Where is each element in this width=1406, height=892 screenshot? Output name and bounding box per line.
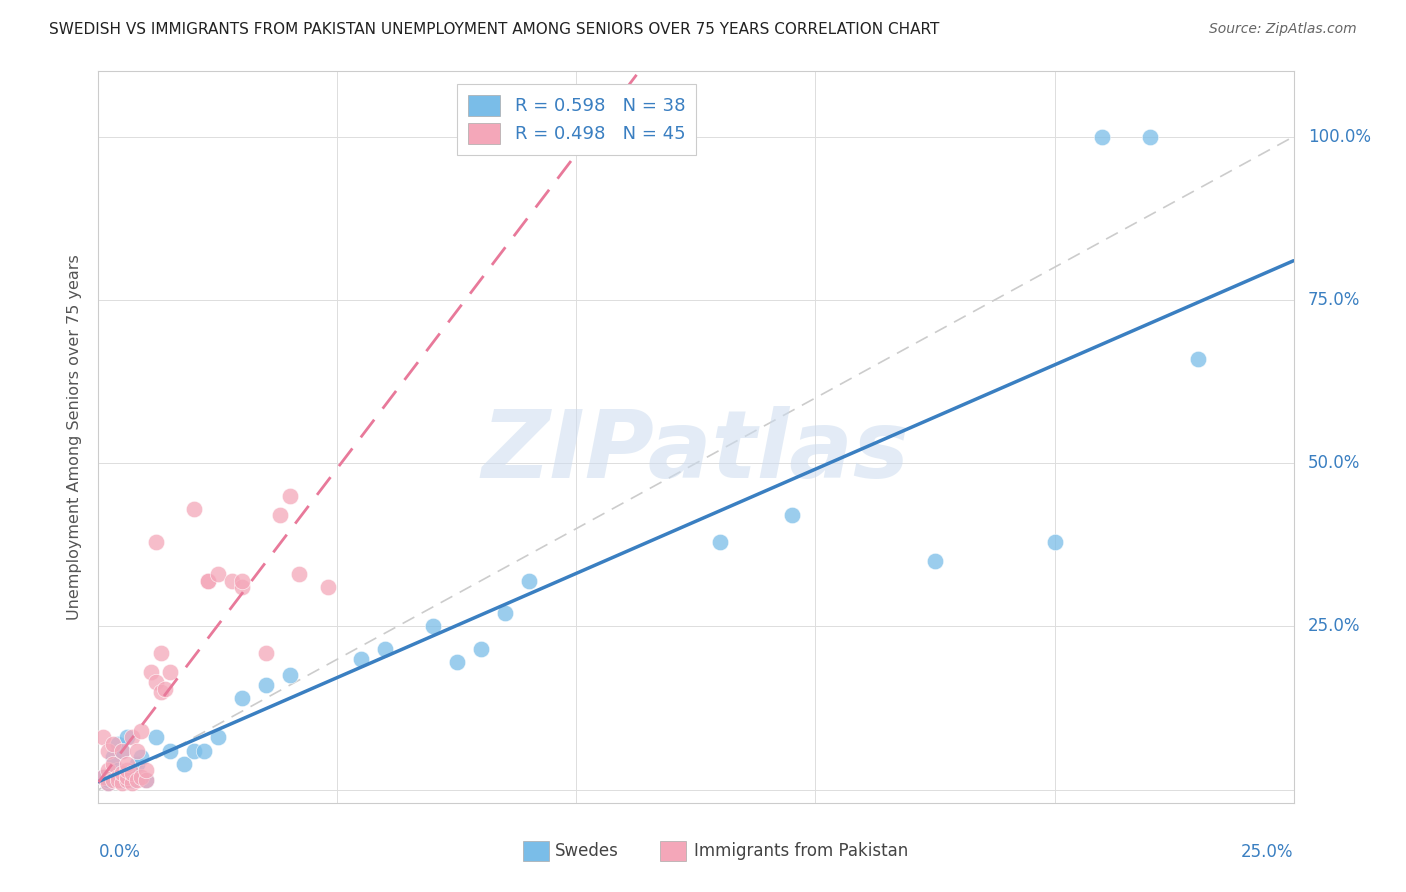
Point [115,770,138,784]
Text: ZIPatlas: ZIPatlas [482,406,910,498]
Text: 0.0%: 0.0% [98,843,141,861]
Point [183,502,205,516]
Point [135,772,157,787]
Point [231,580,253,594]
Point [131,770,153,784]
Point [101,750,124,764]
Point [91,770,114,784]
Point [254,646,277,660]
Point [269,508,291,523]
Point [111,743,134,757]
Point [115,756,138,771]
Point [145,731,167,745]
Text: Source: ZipAtlas.com: Source: ZipAtlas.com [1209,22,1357,37]
Point [131,750,153,764]
Point [107,763,129,777]
Point [101,772,124,787]
Point [149,685,172,699]
Point [494,607,516,621]
Point [101,737,124,751]
Text: Immigrants from Pakistan: Immigrants from Pakistan [693,842,908,860]
Point [101,756,124,771]
Point [121,772,143,787]
Point [131,723,153,738]
Point [125,743,148,757]
Point [111,776,134,790]
Point [374,642,396,657]
Point [231,574,253,588]
Point [91,731,114,745]
Point [97,763,120,777]
Point [91,770,114,784]
Point [135,763,157,777]
Point [288,567,311,582]
Point [197,574,219,588]
Point [155,681,177,696]
Point [278,489,301,503]
Text: 100.0%: 100.0% [1308,128,1371,145]
Text: Swedes: Swedes [555,842,619,860]
Point [221,574,243,588]
Point [197,574,219,588]
Point [139,665,162,680]
Point [115,763,138,777]
Point [1043,534,1066,549]
Point [111,772,134,787]
Point [121,776,143,790]
Point [517,574,540,588]
Point [121,731,143,745]
Point [316,580,339,594]
Point [107,772,129,787]
Point [924,554,946,568]
Point [115,772,138,787]
Point [115,770,138,784]
Point [446,656,468,670]
Legend: R = 0.598   N = 38, R = 0.498   N = 45: R = 0.598 N = 38, R = 0.498 N = 45 [457,84,696,154]
Y-axis label: Unemployment Among Seniors over 75 years: Unemployment Among Seniors over 75 years [67,254,83,620]
Point [125,772,148,787]
Point [159,743,181,757]
Point [115,731,138,745]
Text: 50.0%: 50.0% [1308,454,1360,472]
Point [145,534,167,549]
Text: 25.0%: 25.0% [1308,617,1361,635]
Point [107,770,129,784]
Point [97,776,120,790]
Point [207,567,229,582]
Point [149,646,172,660]
Point [1187,351,1209,366]
Point [1091,129,1114,144]
Point [97,743,120,757]
Point [121,766,143,780]
Point [135,772,157,787]
Point [173,756,195,771]
Bar [661,841,686,862]
Point [470,642,492,657]
Point [97,776,120,790]
Point [254,678,277,692]
Point [193,743,215,757]
Point [780,508,803,523]
Text: SWEDISH VS IMMIGRANTS FROM PAKISTAN UNEMPLOYMENT AMONG SENIORS OVER 75 YEARS COR: SWEDISH VS IMMIGRANTS FROM PAKISTAN UNEM… [49,22,939,37]
Point [207,731,229,745]
Point [107,737,129,751]
Point [278,668,301,682]
Point [422,619,444,633]
Point [145,675,167,690]
Point [111,766,134,780]
Point [111,743,134,757]
Point [125,756,148,771]
Point [231,691,253,706]
Point [709,534,731,549]
Bar [523,841,548,862]
Text: 75.0%: 75.0% [1308,291,1360,309]
Point [159,665,181,680]
Point [101,766,124,780]
Point [1139,129,1161,144]
Point [183,743,205,757]
Point [350,652,373,666]
Text: 25.0%: 25.0% [1241,843,1294,861]
Point [97,772,120,787]
